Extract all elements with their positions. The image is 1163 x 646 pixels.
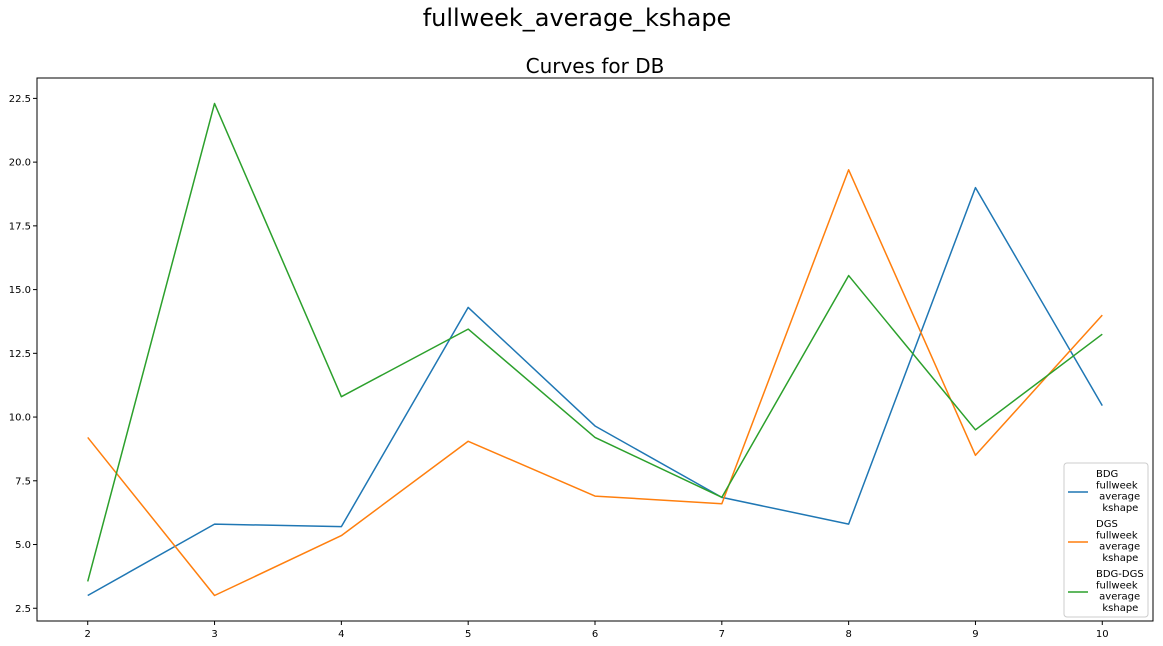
y-tick-label: 15.0 [9,285,31,296]
x-tick-label: 9 [972,629,978,640]
x-axis: 2 3 4 5 6 7 8 9 10 [85,621,1109,640]
x-tick-label: 8 [845,629,851,640]
y-tick-label: 17.5 [9,221,31,232]
y-tick-label: 12.5 [9,349,31,360]
plot-area [36,77,1154,622]
series-line-3 [87,102,1103,582]
x-tick-label: 2 [85,629,91,640]
x-tick-label: 10 [1096,629,1109,640]
chart-title: Curves for DB [526,54,665,78]
x-tick-label: 4 [338,629,344,640]
series-lines [87,102,1103,597]
legend-frame [1063,462,1149,618]
y-tick-label: 20.0 [9,158,31,169]
legend-label-3: BDG-DGS fullweek average kshape [1096,569,1144,614]
y-tick-label: 2.5 [15,604,31,615]
y-tick-label: 10.0 [9,413,31,424]
y-tick-label: 7.5 [15,476,31,487]
y-tick-label: 22.5 [9,94,31,105]
y-tick-label: 5.0 [15,540,31,551]
figure-suptitle: fullweek_average_kshape [423,4,732,32]
y-axis: 2.5 5.0 7.5 10.0 12.5 15.0 17.5 20.0 22.5 [9,94,37,615]
x-tick-label: 3 [211,629,217,640]
legend: BDG fullweek average kshape DGS fullweek av… [1063,462,1149,618]
x-tick-label: 5 [465,629,471,640]
legend-label-2: DGS fullweek average kshape [1096,519,1140,564]
x-tick-label: 7 [719,629,725,640]
series-line-1 [87,186,1103,597]
x-tick-label: 6 [592,629,598,640]
series-line-2 [87,169,1103,597]
legend-label-1: BDG fullweek average kshape [1096,469,1140,514]
